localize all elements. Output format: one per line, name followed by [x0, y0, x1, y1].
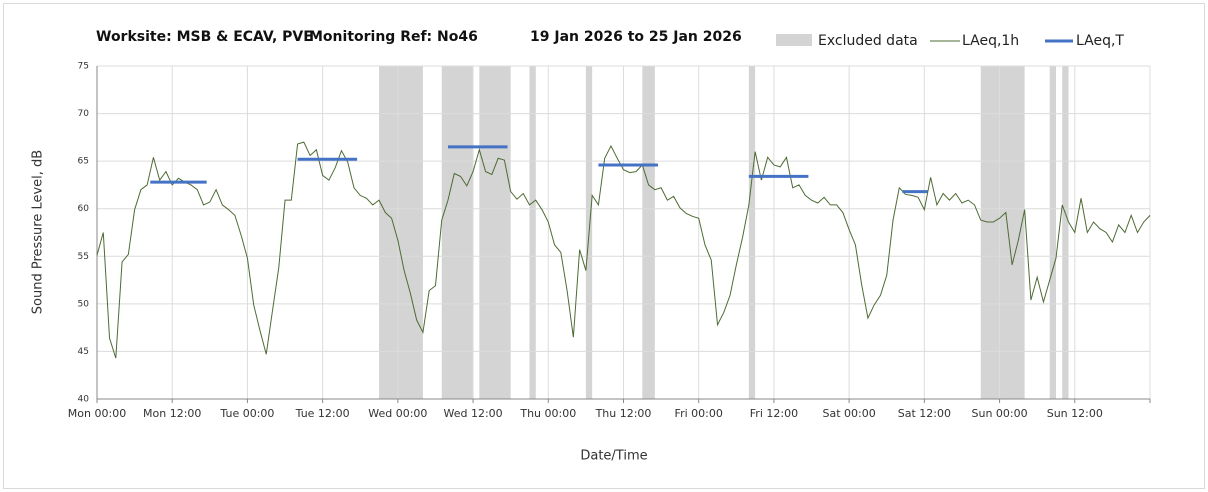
- x-tick-label: Mon 12:00: [143, 407, 201, 420]
- chart-title: Worksite: MSB & ECAV, PVE: [96, 29, 313, 45]
- x-tick-label: Sun 12:00: [1047, 407, 1103, 420]
- excluded-band: [529, 66, 536, 399]
- x-tick-label: Wed 00:00: [368, 407, 427, 420]
- x-tick-label: Mon 00:00: [68, 407, 126, 420]
- y-tick-label: 40: [78, 395, 90, 405]
- legend-label: Excluded data: [818, 33, 918, 49]
- legend-label: LAeq,1h: [962, 33, 1019, 49]
- y-tick-label: 55: [78, 252, 89, 262]
- x-axis-label: Date/Time: [580, 449, 647, 464]
- legend-label: LAeq,T: [1076, 33, 1124, 49]
- x-tick-label: Sat 00:00: [823, 407, 876, 420]
- y-axis-label: Sound Pressure Level, dB: [31, 150, 46, 314]
- legend-swatch: [776, 34, 812, 46]
- excluded-band: [441, 66, 474, 399]
- y-tick-label: 60: [78, 204, 90, 214]
- excluded-band: [980, 66, 1025, 399]
- x-tick-label: Tue 00:00: [219, 407, 274, 420]
- excluded-band: [748, 66, 756, 399]
- excluded-band: [1049, 66, 1056, 399]
- chart-title: 19 Jan 2026 to 25 Jan 2026: [530, 29, 742, 45]
- x-tick-label: Sat 12:00: [898, 407, 951, 420]
- excluded-band: [642, 66, 655, 399]
- x-tick-label: Fri 00:00: [675, 407, 723, 420]
- x-tick-label: Wed 12:00: [443, 407, 502, 420]
- chart-title: Monitoring Ref: No46: [309, 29, 478, 45]
- y-tick-label: 70: [78, 109, 90, 119]
- excluded-band: [479, 66, 511, 399]
- x-tick-label: Fri 12:00: [750, 407, 798, 420]
- y-tick-label: 75: [78, 62, 89, 72]
- y-tick-label: 45: [78, 347, 89, 357]
- x-tick-label: Sun 00:00: [972, 407, 1028, 420]
- x-tick-label: Thu 00:00: [519, 407, 576, 420]
- excluded-band: [379, 66, 423, 399]
- excluded-band: [1062, 66, 1069, 399]
- y-tick-label: 50: [78, 299, 90, 309]
- x-tick-label: Thu 12:00: [595, 407, 652, 420]
- y-tick-label: 65: [78, 157, 89, 167]
- x-tick-label: Tue 12:00: [295, 407, 350, 420]
- data-line: [96, 141, 1151, 359]
